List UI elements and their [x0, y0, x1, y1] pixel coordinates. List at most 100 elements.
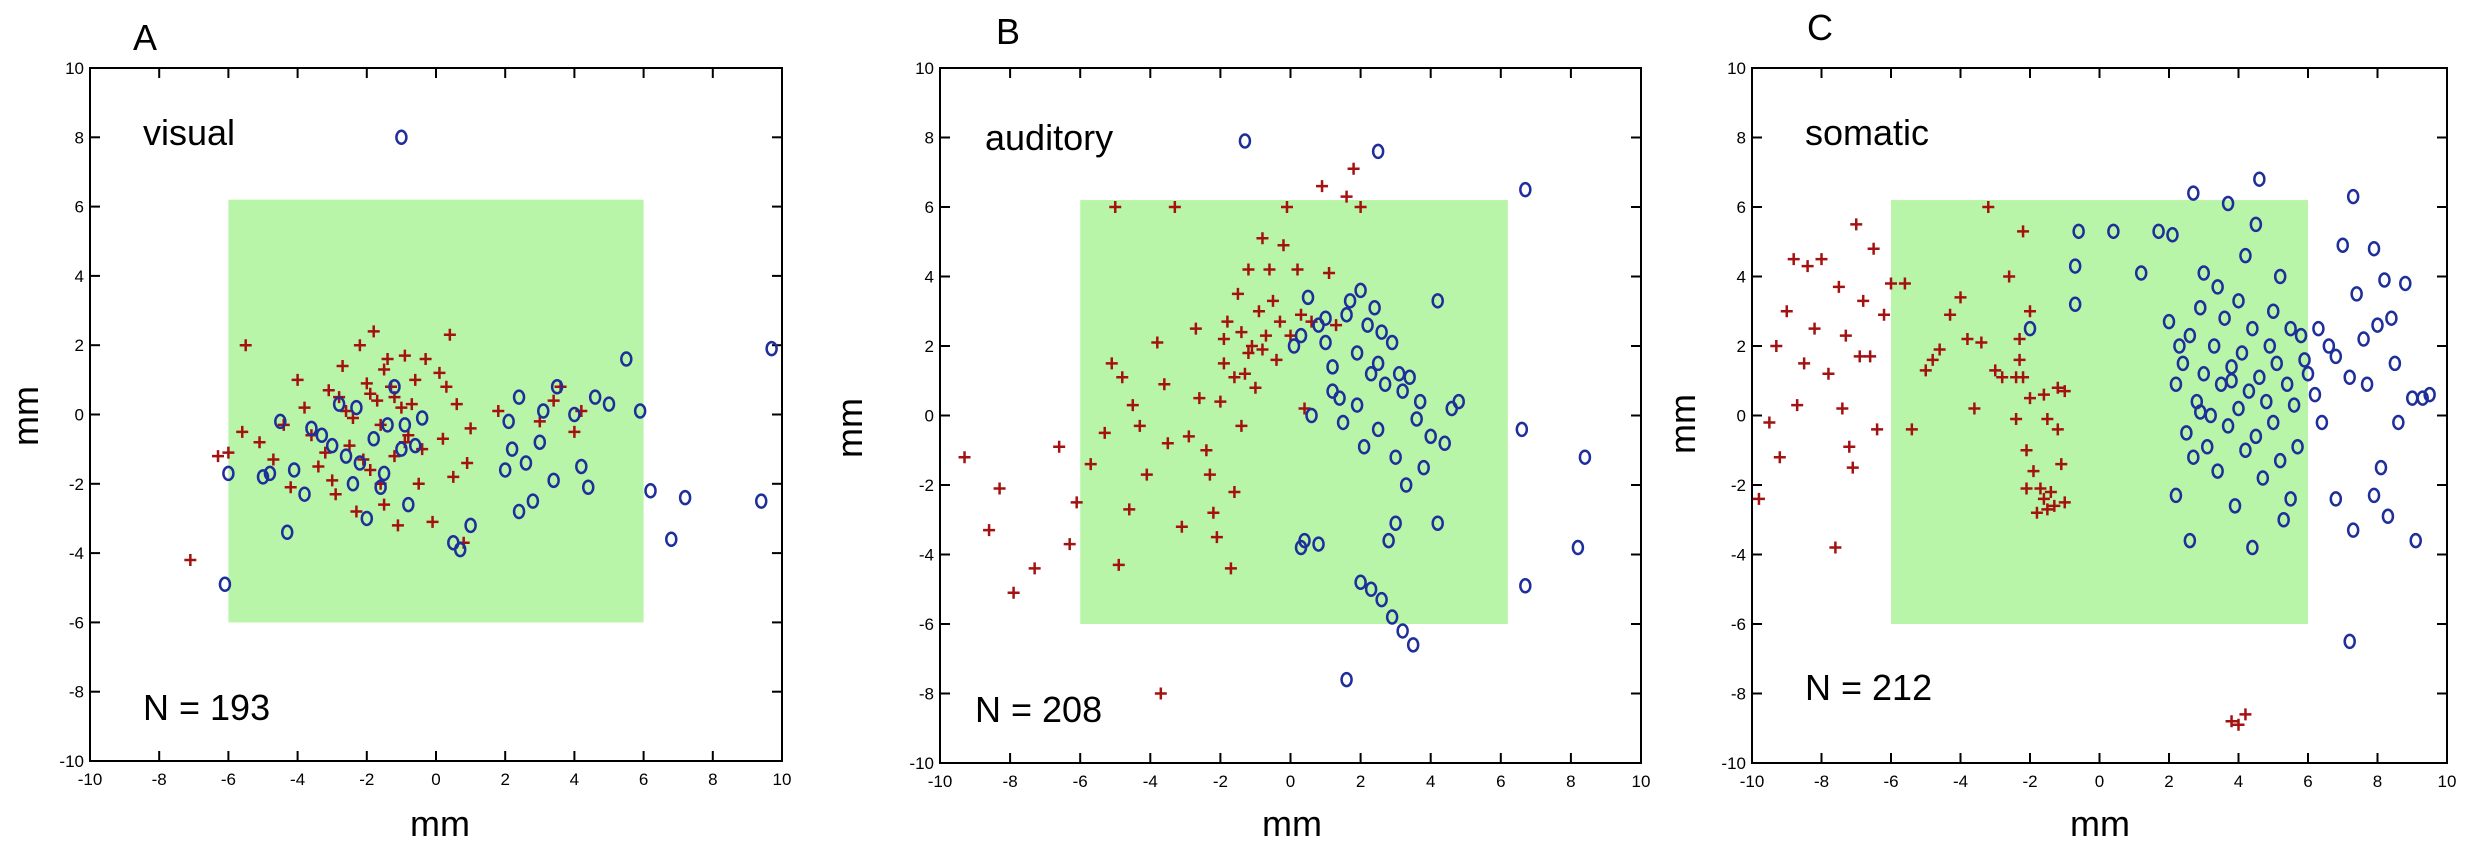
y-axis: -10 -8 -6 -4 -2 0 2 4 6 8 10	[59, 59, 782, 771]
cross-point	[1245, 340, 1258, 352]
cross-point	[433, 366, 446, 379]
cross-point	[436, 432, 449, 445]
cross-point	[2027, 465, 2040, 478]
circle-point	[550, 379, 564, 395]
cross-point	[1340, 190, 1353, 203]
cross-point	[239, 339, 252, 352]
circle-point	[678, 489, 692, 506]
x-tick-label: 0	[1286, 772, 1295, 791]
cross-point	[1123, 503, 1136, 516]
cross-point	[1850, 218, 1863, 231]
y-tick-label: -2	[69, 475, 84, 494]
circle-point	[2260, 393, 2273, 410]
circle-point	[2298, 352, 2311, 368]
cross-point	[1822, 367, 1835, 380]
circle-point	[2280, 376, 2294, 392]
x-axis-label: mm	[410, 803, 470, 844]
circle-point	[547, 472, 560, 489]
y-axis-label: mm	[829, 398, 870, 458]
cross-point	[371, 394, 384, 407]
cross-point	[1053, 440, 1066, 453]
circle-point	[353, 455, 367, 471]
cross-point	[364, 387, 377, 400]
cross-point	[1989, 364, 2002, 377]
cross-point	[1961, 333, 1974, 346]
x-tick-label: -6	[1883, 772, 1898, 791]
y-tick-label: -8	[69, 683, 84, 702]
circle-point	[2301, 366, 2315, 382]
circle-point	[2221, 418, 2235, 434]
circle-point	[512, 389, 526, 405]
circle-point	[2169, 376, 2183, 392]
circle-point	[2312, 320, 2325, 337]
cross-point	[2010, 371, 2023, 384]
circle-point	[754, 493, 768, 509]
circle-point	[402, 496, 415, 513]
circle-point	[325, 437, 339, 454]
circle-point	[2423, 386, 2436, 403]
cross-point	[1221, 315, 1234, 328]
cross-point	[1975, 336, 1988, 349]
cross-point	[319, 446, 332, 459]
circle-point	[1417, 459, 1430, 476]
cross-point	[291, 373, 304, 386]
circle-point	[526, 493, 540, 509]
cross-point	[1158, 378, 1171, 391]
circle-point	[2388, 355, 2402, 372]
cross-point	[1238, 367, 1251, 380]
circle-point	[1399, 477, 1413, 493]
circle-point	[2194, 404, 2207, 420]
circle-point	[1571, 539, 1585, 556]
circle-point	[1371, 421, 1385, 438]
circle-point	[533, 434, 547, 450]
circle-point	[620, 351, 633, 367]
panel-b: B -10 -8 -6 -4 -2 0 2 4 6 8 10 -10 -8 -6 -4 -2 0 2 4 6 8 10 …	[829, 11, 1650, 844]
circle-point	[665, 531, 678, 547]
circle-point	[2169, 487, 2183, 504]
circle-point	[2273, 268, 2287, 285]
circle-point	[2329, 348, 2343, 365]
y-tick-label: -4	[919, 546, 934, 565]
cross-point	[1224, 562, 1237, 575]
circle-point	[1301, 289, 1315, 306]
x-axis-label: mm	[2070, 803, 2130, 844]
cross-point	[1263, 263, 1276, 276]
circle-point	[222, 465, 235, 482]
circle-point	[263, 465, 277, 482]
cross-point	[1316, 180, 1329, 193]
cross-point	[492, 405, 505, 418]
cross-point	[1919, 364, 1932, 377]
cross-point	[1182, 430, 1195, 443]
circle-point	[2329, 491, 2343, 507]
circle-point	[2315, 414, 2329, 431]
x-tick-label: -8	[1003, 772, 1018, 791]
y-tick-label: -4	[1731, 546, 1746, 565]
cross-point	[1752, 492, 1765, 505]
circle-point	[2381, 508, 2395, 525]
y-tick-label: 8	[925, 129, 934, 148]
cross-point	[1791, 399, 1804, 412]
y-axis-label: mm	[1662, 394, 1703, 454]
circle-point	[2162, 313, 2176, 330]
cross-point	[326, 474, 339, 487]
x-tick-label: 8	[1566, 772, 1575, 791]
green-region	[228, 199, 644, 623]
y-tick-label: 10	[915, 59, 934, 78]
cross-point	[1259, 329, 1272, 342]
circle-point	[2284, 491, 2297, 507]
circle-point	[2346, 522, 2360, 538]
panel-a: A -10 -8 -6 -4 -2 0 2 4 6 8 10 -10 -8 -6 -4 -2 0 2 4 6 8 10 …	[5, 17, 791, 844]
circle-point	[1389, 515, 1402, 531]
cross-point	[378, 498, 391, 511]
circle-point	[2253, 171, 2266, 187]
cross-point	[1808, 322, 1821, 335]
cross-point	[391, 519, 404, 532]
circle-point	[2249, 428, 2263, 445]
circle-point	[381, 417, 394, 433]
cross-point	[253, 436, 266, 449]
circle-point	[2068, 258, 2082, 274]
cross-point	[1846, 461, 1859, 474]
circle-point	[1519, 181, 1532, 198]
circle-point	[2225, 373, 2238, 389]
cross-point	[367, 325, 380, 338]
